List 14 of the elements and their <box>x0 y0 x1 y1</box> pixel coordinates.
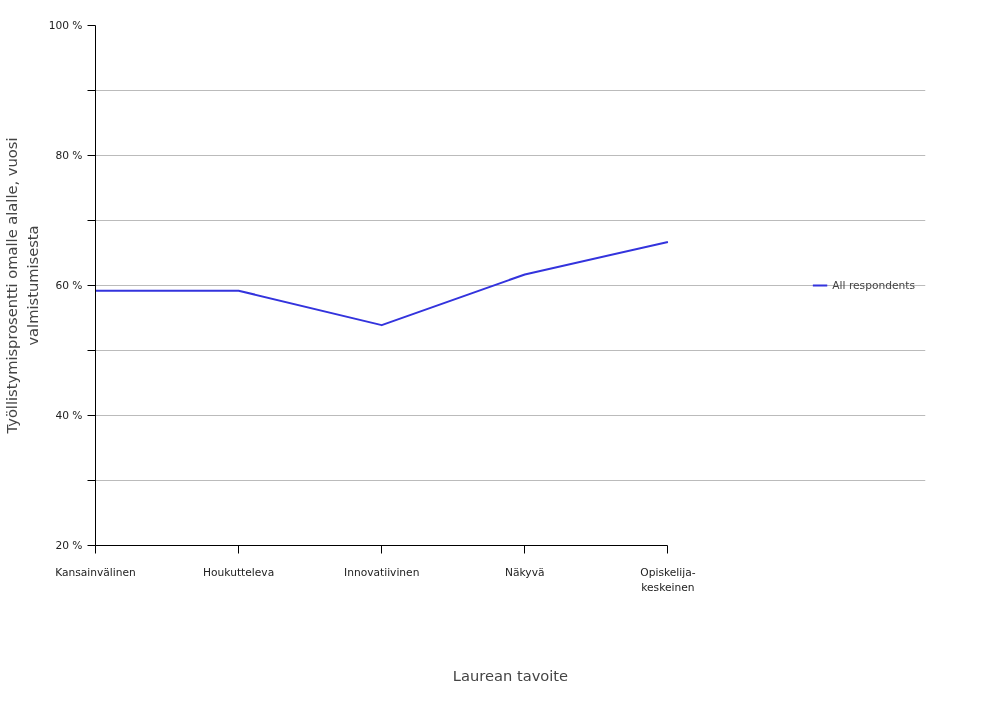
y-tick-label: 60 % <box>55 279 83 292</box>
y-tick-label: 80 % <box>55 149 83 162</box>
x-tick-label: Houkutteleva <box>203 565 275 579</box>
y-tick-label: 100 % <box>48 19 83 32</box>
x-tick-label: Näkyvä <box>505 565 545 579</box>
x-axis-title: Laurean tavoite <box>452 667 569 685</box>
line-series <box>95 240 669 327</box>
x-tick-label: Opiskelija- keskeinen <box>640 565 696 595</box>
y-tick-label: 20 % <box>55 539 83 552</box>
y-tick-label: 40 % <box>55 409 83 422</box>
x-tick-label: Kansainvälinen <box>55 565 136 579</box>
y-axis-title: Työllistymisprosentti omalle alalle, vuosi valmistumisesta <box>3 137 41 435</box>
x-tick-label: Innovatiivinen <box>343 565 420 579</box>
legend-label: All respondents <box>832 278 915 292</box>
